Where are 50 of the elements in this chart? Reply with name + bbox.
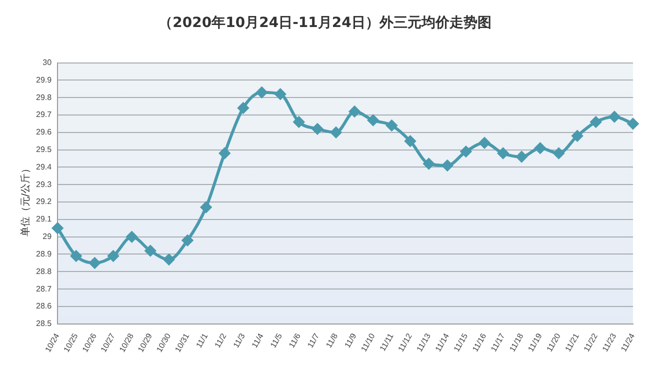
point [423, 158, 434, 170]
point [330, 126, 342, 138]
point [628, 118, 638, 130]
y-tick-label: 29.4 [36, 162, 52, 172]
point [442, 160, 453, 171]
y-axis-title: 单位（元/公斤） [19, 163, 33, 237]
point [368, 114, 379, 126]
point [590, 116, 602, 128]
point [126, 231, 138, 242]
point [349, 106, 360, 118]
point [553, 148, 564, 159]
y-tick-label: 30 [42, 58, 52, 68]
y-tick-label: 29 [42, 232, 52, 242]
point [144, 245, 156, 256]
point [89, 257, 100, 268]
y-tick-label: 28.8 [36, 266, 52, 276]
point [256, 86, 268, 98]
point [70, 250, 82, 262]
point [238, 102, 249, 114]
y-tick-label: 29.2 [36, 197, 52, 206]
point [608, 111, 620, 122]
point [479, 137, 490, 148]
point [293, 116, 304, 128]
y-tick-label: 29.5 [36, 145, 52, 154]
point [200, 202, 212, 213]
y-tick-label: 28.6 [36, 302, 52, 311]
y-tick-label: 29.6 [36, 128, 52, 137]
y-tick-label: 29.9 [36, 75, 52, 84]
y-tick-label: 29.8 [36, 92, 52, 102]
point [274, 88, 286, 100]
point [312, 123, 323, 134]
point [108, 250, 119, 262]
point [219, 148, 230, 159]
point [460, 146, 472, 158]
y-tick-label: 29.1 [36, 214, 52, 224]
point [386, 120, 398, 131]
point [182, 234, 194, 246]
chart-title: （2020年10月24日-11月24日）外三元均价走势图 [158, 14, 492, 32]
y-tick-label: 29.3 [36, 180, 52, 189]
y-tick-label: 28.5 [36, 319, 52, 328]
point [404, 136, 416, 147]
point [498, 148, 509, 159]
point [516, 151, 528, 162]
point [163, 254, 174, 265]
y-tick-label: 28.7 [36, 284, 52, 294]
point [572, 130, 583, 142]
y-tick-label: 29.7 [36, 110, 52, 120]
point [534, 142, 546, 154]
point [52, 222, 64, 234]
y-tick-label: 28.9 [36, 249, 52, 258]
